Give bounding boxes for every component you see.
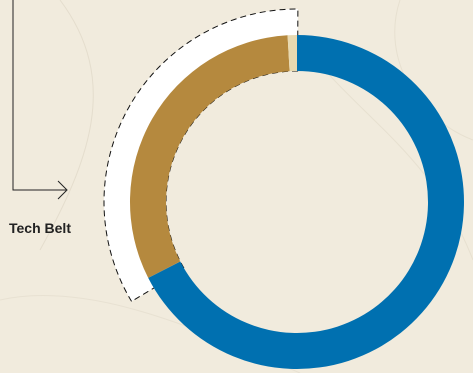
- donut-slices: [129, 35, 464, 369]
- annotation-leader-line: [12, 0, 66, 191]
- annotation-layer: Tech Belt: [9, 0, 71, 236]
- donut-slice-3: [287, 35, 297, 72]
- annotation-label: Tech Belt: [9, 220, 71, 236]
- annotation-arrow-icon: [57, 180, 68, 200]
- donut-slice-2: [129, 35, 290, 278]
- background-texture-line: [39, 0, 94, 251]
